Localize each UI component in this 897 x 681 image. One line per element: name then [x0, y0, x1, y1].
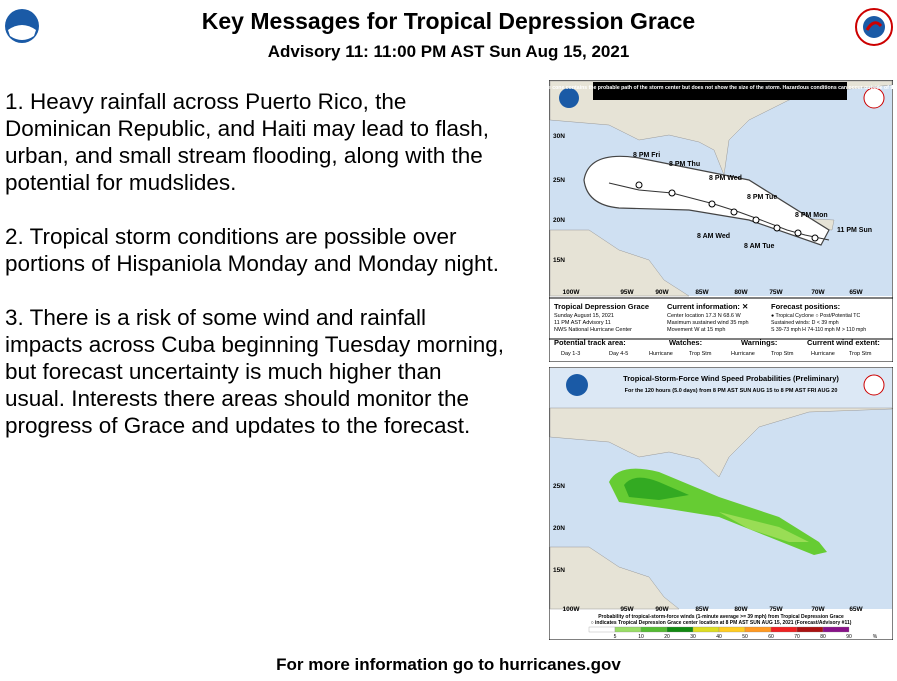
lon-label: 100W — [563, 289, 581, 296]
legend-text: Trop Stm — [849, 351, 872, 357]
map-label: NWS National Hurricane Center — [554, 327, 632, 333]
lon-label: 70W — [811, 606, 825, 613]
message: 2. Tropical storm conditions are possibl… — [5, 224, 500, 276]
lat-label: 15N — [553, 257, 565, 264]
track-label: 8 PM Mon — [795, 212, 828, 219]
scale-label: % — [873, 634, 878, 640]
note: Note: The cone contains the probable pat… — [549, 85, 893, 91]
lat-label: 25N — [553, 483, 565, 490]
scale-swatch — [796, 626, 824, 633]
track-label: 8 PM Tue — [747, 194, 777, 201]
probability-map: Tropical-Storm-Force Wind Speed Probabil… — [549, 367, 893, 640]
scale-swatch — [718, 626, 746, 633]
message: 1. Heavy rainfall across Puerto Rico, th… — [5, 89, 489, 195]
map-label: ● Tropical Cyclone ○ Post/Potential TC — [771, 313, 860, 319]
track-label: 8 AM Tue — [744, 243, 774, 250]
subtitle: Advisory 11: 11:00 PM AST Sun Aug 15, 20… — [267, 42, 630, 61]
lon-label: 90W — [655, 606, 669, 613]
legend-text: Hurricane — [731, 351, 755, 357]
scale-label: 70 — [794, 634, 800, 640]
caption: ○ indicates Tropical Depression Grace ce… — [591, 620, 852, 626]
scale-swatch — [666, 626, 694, 633]
legend-text: Watches: — [669, 338, 702, 347]
scale-swatch — [692, 626, 720, 633]
cone-map: Note: The cone contains the probable pat… — [549, 80, 893, 362]
lon-label: 90W — [655, 289, 669, 296]
scale-swatch — [770, 626, 798, 633]
footer: For more information go to hurricanes.go… — [276, 655, 621, 674]
track-label: 8 AM Wed — [697, 233, 730, 240]
legend-text: Current wind extent: — [807, 338, 880, 347]
scale-label: 10 — [638, 634, 644, 640]
legend-text: Day 4-5 — [609, 351, 628, 357]
messages: 1. Heavy rainfall across Puerto Rico, th… — [5, 88, 505, 466]
track-label: 8 PM Wed — [709, 175, 742, 182]
map-title: Tropical-Storm-Force Wind Speed Probabil… — [623, 374, 839, 383]
map-label: Movement W at 15 mph — [667, 327, 725, 333]
track-label: 8 PM Thu — [669, 161, 700, 168]
lat-label: 20N — [553, 217, 565, 224]
scale-swatch — [744, 626, 772, 633]
map-label: Center location 17.3 N 68.6 W — [667, 313, 741, 319]
legend-text: Potential track area: — [554, 338, 626, 347]
track-label: 8 PM Fri — [633, 152, 660, 159]
scale-label: 40 — [716, 634, 722, 640]
scale-label: 60 — [768, 634, 774, 640]
lon-label: 65W — [849, 606, 863, 613]
scale-label: 50 — [742, 634, 748, 640]
lat-label: 25N — [553, 177, 565, 184]
map-subtitle: For the 120 hours (5.0 days) from 8 PM A… — [625, 388, 838, 394]
message: 3. There is a risk of some wind and rain… — [5, 305, 505, 438]
lon-label: 70W — [811, 289, 825, 296]
lon-label: 80W — [734, 289, 748, 296]
scale-label: 5 — [614, 634, 617, 640]
lat-label: 30N — [553, 133, 565, 140]
scale-label: 90 — [846, 634, 852, 640]
scale-label: 20 — [664, 634, 670, 640]
map-label: Sustained winds: D < 39 mph — [771, 320, 839, 326]
lon-label: 85W — [695, 289, 709, 296]
scale-swatch — [614, 626, 642, 633]
legend-text: Day 1-3 — [561, 351, 580, 357]
lon-label: 75W — [769, 289, 783, 296]
lon-label: 75W — [769, 606, 783, 613]
lon-label: 95W — [620, 606, 634, 613]
legend-text: Hurricane — [649, 351, 673, 357]
nws-logo — [855, 8, 893, 46]
scale-swatch — [640, 626, 668, 633]
legend-text: Trop Stm — [771, 351, 794, 357]
map-label: Forecast positions: — [771, 302, 840, 311]
map-label: Sunday August 15, 2021 — [554, 313, 614, 319]
caption: Probability of tropical-storm-force wind… — [598, 614, 844, 620]
map-label: 11 PM AST Advisory 11 — [554, 320, 611, 326]
lon-label: 65W — [849, 289, 863, 296]
lat-label: 15N — [553, 567, 565, 574]
legend-text: Warnings: — [741, 338, 777, 347]
storm-name: Tropical Depression Grace — [554, 302, 649, 311]
lat-label: 20N — [553, 525, 565, 532]
lon-label: 100W — [563, 606, 581, 613]
map-label: Maximum sustained wind 35 mph — [667, 320, 749, 326]
scale-swatch — [588, 626, 616, 633]
scale-label: 80 — [820, 634, 826, 640]
lon-label: 85W — [695, 606, 709, 613]
noaa-logo — [5, 9, 39, 43]
track-label: 11 PM Sun — [837, 227, 872, 234]
legend-text: Trop Stm — [689, 351, 712, 357]
title: Key Messages for Tropical Depression Gra… — [201, 8, 696, 34]
scale-swatch — [822, 626, 850, 633]
lon-label: 80W — [734, 606, 748, 613]
map-label: S 39-73 mph H 74-110 mph M > 110 mph — [771, 327, 866, 333]
scale-label: 30 — [690, 634, 696, 640]
lon-label: 95W — [620, 289, 634, 296]
legend-text: Hurricane — [811, 351, 835, 357]
map-label: Current information: ✕ — [667, 302, 748, 311]
